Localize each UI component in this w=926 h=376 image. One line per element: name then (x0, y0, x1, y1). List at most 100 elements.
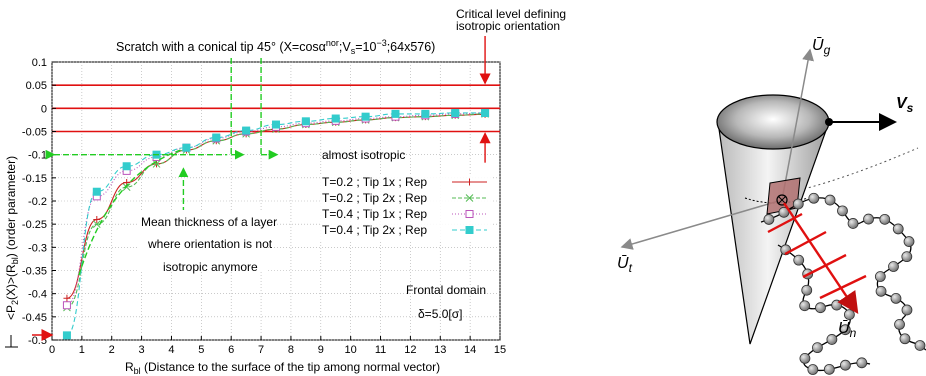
data-point (242, 126, 251, 135)
y-axis-ticks: 0.1 0.05 0 -0.05 -0.1 -0.15 -0.2 -0.25 -0.3 -0.35… (22, 57, 56, 347)
legend-background (320, 174, 492, 242)
data-point (451, 108, 460, 117)
mean-thickness-label-2: where orientation is not (147, 237, 273, 251)
data-point (182, 143, 191, 152)
cone-top (716, 94, 830, 150)
y-tick-label: -0.1 (28, 150, 47, 162)
polymer-bead (792, 198, 804, 210)
y-tick-label: -0.05 (22, 127, 47, 139)
mean-thickness-label-bg (138, 210, 266, 272)
data-point (63, 294, 71, 302)
data-point (391, 109, 400, 118)
polymer-bead (890, 293, 902, 304)
polymer-bead (824, 194, 836, 206)
thickness-markers (45, 58, 279, 276)
polymer-bead (914, 340, 926, 351)
delta-label: δ=5.0[σ] (418, 307, 462, 321)
data-point (466, 178, 473, 186)
polymer-bead (808, 192, 820, 204)
y-tick-label: -0.4 (28, 289, 47, 301)
polymer-bead (888, 261, 899, 272)
x-tick-label: 4 (168, 344, 174, 356)
polymer-bead (799, 300, 811, 312)
ut-vector (620, 199, 783, 250)
x-tick-label: 3 (139, 344, 145, 356)
polymer-bead (843, 309, 855, 321)
conical-tip-diagram: Ūg Vs Ūt Ūn (617, 36, 926, 375)
x-axis-label: Rbl (Distance to the surface of the tip … (125, 360, 440, 376)
polymer-bead (815, 302, 826, 314)
polymer-bead (863, 213, 874, 225)
data-point (481, 108, 490, 117)
polymer-bead (892, 223, 904, 235)
x-tick-label: 12 (404, 344, 416, 356)
data-point (465, 226, 474, 234)
polymer-bead (763, 214, 775, 225)
x-tick-label: 14 (464, 344, 476, 356)
cone-dotted-ring (744, 197, 809, 204)
series-lines (62, 108, 490, 340)
data-point (272, 120, 280, 129)
polymer-bead (847, 218, 859, 229)
normal-bar-2 (784, 230, 827, 256)
polymer-bead (875, 285, 887, 297)
x-axis-ticks: 0 1 2 3 4 5 6 7 8 9 10 11 12 13 14 15 (49, 336, 506, 356)
un-vector (783, 202, 859, 314)
data-point (62, 301, 71, 310)
polymer-bead (879, 213, 891, 225)
normal-bar-1 (767, 212, 803, 234)
polymer-bead (823, 363, 835, 375)
critical-level-label-1: Critical level defining (456, 7, 566, 21)
series-4 (62, 108, 490, 340)
normal-bar-3 (802, 253, 847, 279)
frontal-domain-label: Frontal domain (406, 283, 486, 297)
data-point (92, 187, 101, 196)
y-tick-label: -0.25 (22, 219, 47, 231)
data-point (465, 194, 474, 202)
x-tick-label: 7 (258, 344, 264, 356)
polymer-bead (799, 353, 811, 364)
y-tick-label: -0.35 (22, 266, 47, 278)
legend: T=0.2 ; Tip 1x ; Rep T=0.2 ; Tip 2x ; Rep… (320, 174, 492, 242)
x-tick-label: 10 (345, 344, 357, 356)
data-point (92, 220, 101, 229)
y-tick-label: -0.2 (28, 196, 47, 208)
polymer-bead (894, 318, 905, 330)
legend-entry-label: T=0.2 ; Tip 1x ; Rep (322, 175, 427, 189)
origin-marker (776, 194, 788, 206)
series-line (66, 113, 486, 309)
data-point (122, 162, 131, 171)
order-parameter-chart: 0.1 0.05 0 -0.05 -0.1 -0.15 -0.2 -0.25 -0.3 -0.35… (4, 7, 566, 376)
critical-level-label-2: isotropic orientation (456, 19, 560, 33)
polymer-bead (837, 205, 848, 217)
vs-label: Vs (896, 95, 914, 115)
polymer-bead (874, 271, 886, 282)
x-tick-label: 15 (494, 344, 506, 356)
polymer-bead (812, 342, 823, 354)
x-tick-label: 8 (288, 344, 294, 356)
polymer-bead (839, 324, 851, 336)
polymer-bead (901, 251, 913, 263)
x-tick-label: 1 (79, 344, 85, 356)
data-point (62, 331, 71, 340)
ut-label: Ūt (617, 254, 633, 275)
x-tick-label: 6 (228, 344, 234, 356)
polymer-bead (807, 364, 819, 375)
data-point (361, 112, 370, 121)
y-tick-label: 0 (41, 103, 47, 115)
ug-label: Ūg (812, 36, 831, 57)
polymer-bead (801, 284, 813, 296)
polymer-bead (793, 254, 805, 266)
un-label: Ūn (838, 319, 857, 340)
data-point (301, 117, 310, 126)
x-tick-label: 2 (109, 344, 115, 356)
y-tick-label: -0.15 (22, 173, 47, 185)
x-tick-label: 9 (318, 344, 324, 356)
x-tick-label: 5 (198, 344, 204, 356)
y-tick-label: 0.05 (26, 80, 47, 92)
polymer-bead (901, 304, 913, 316)
polymer-bead (826, 334, 838, 345)
origin-marker-x2 (777, 195, 787, 205)
x-tick-label: 11 (375, 344, 386, 356)
